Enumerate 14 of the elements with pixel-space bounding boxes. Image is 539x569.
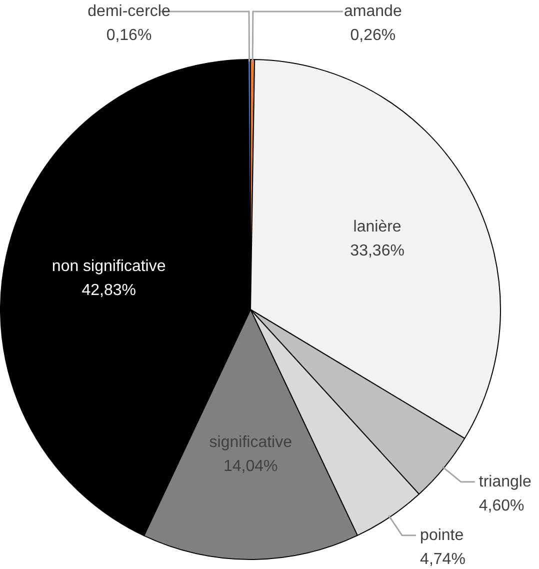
data-label: 4,60%	[478, 497, 524, 514]
data-label: 14,04%	[224, 458, 278, 475]
data-label: 0,16%	[106, 26, 152, 44]
slice-label: pointe	[420, 526, 464, 544]
slice-label: demi-cercle	[88, 2, 170, 20]
data-label: 42,83%	[82, 282, 136, 299]
slice-label: lanière	[353, 218, 402, 236]
data-label: 4,74%	[420, 550, 466, 568]
data-label: 33,36%	[350, 242, 404, 260]
slice-label: significative	[209, 434, 292, 451]
slice-label: non significative	[52, 258, 166, 275]
slice-label: triangle	[478, 473, 532, 490]
data-label: 0,26%	[350, 26, 396, 44]
slice-label: amande	[344, 2, 402, 20]
